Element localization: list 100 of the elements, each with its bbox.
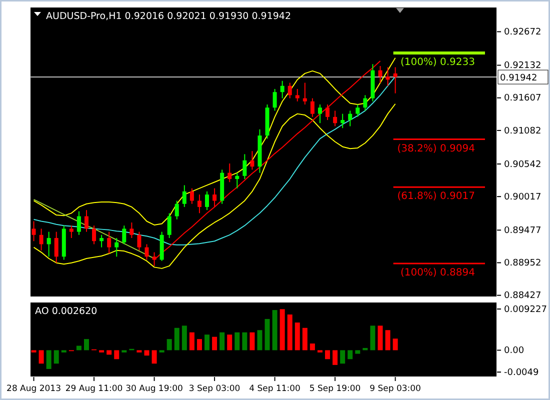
bar	[370, 326, 376, 350]
candlestick	[363, 94, 368, 112]
candlestick	[393, 66, 398, 94]
bar	[348, 350, 353, 360]
bar	[212, 336, 218, 350]
candlestick	[100, 234, 104, 248]
candlestick	[76, 210, 81, 236]
bar	[340, 350, 346, 364]
candlestick	[54, 231, 58, 264]
bar	[38, 350, 44, 364]
x-tick-label: 30 Aug 19:00	[126, 384, 183, 394]
y-tick-label: 0.88427	[504, 291, 542, 302]
bar	[257, 330, 262, 350]
bar	[54, 350, 59, 364]
ref-line-label: (100%) 0.8894	[400, 267, 475, 278]
bar	[106, 350, 112, 355]
y-tick-label: 0.009227	[504, 304, 547, 315]
bar	[227, 334, 232, 350]
bar	[272, 310, 278, 350]
bar	[250, 332, 255, 350]
candlestick	[235, 172, 240, 189]
candlestick	[295, 88, 300, 102]
candlestick	[174, 200, 179, 220]
y-tick-label: 0.89477	[504, 226, 542, 236]
y-tick-label: 0.92132	[504, 61, 542, 72]
bar	[220, 332, 225, 350]
x-tick-label: 28 Aug 2013	[6, 384, 61, 394]
ref-line-label: (61.8%) 0.9017	[397, 191, 475, 202]
ref-line-label: (38.2%) 0.9094	[397, 143, 475, 154]
bar	[76, 346, 82, 350]
candlestick	[114, 238, 119, 258]
bar	[325, 350, 330, 360]
bar	[166, 339, 172, 350]
candlestick	[130, 222, 134, 239]
candlestick	[197, 194, 202, 214]
candlestick	[326, 104, 330, 121]
candlestick	[190, 188, 194, 204]
candlestick	[122, 225, 126, 245]
bar	[144, 350, 150, 356]
candlestick	[333, 110, 338, 127]
y-tick-label: 0.92672	[504, 28, 542, 38]
bar	[174, 328, 180, 350]
y-tick-label: 0.91607	[504, 94, 542, 104]
x-tick-label: 9 Sep 03:00	[370, 384, 421, 394]
bar	[378, 326, 383, 350]
x-tick-label: 3 Sep 03:00	[188, 384, 240, 394]
candlestick	[182, 184, 186, 208]
candlestick	[69, 225, 74, 239]
candlestick	[318, 104, 322, 124]
bar	[204, 334, 210, 350]
bar	[302, 328, 308, 350]
candlestick	[356, 104, 360, 118]
candlestick	[137, 231, 142, 251]
candlestick	[84, 210, 88, 232]
ref-line-label: (100%) 0.9233	[400, 56, 475, 68]
candlestick	[288, 82, 292, 99]
candlestick	[386, 66, 390, 86]
candlestick	[348, 110, 352, 127]
bar	[242, 332, 248, 350]
candlestick	[302, 82, 307, 105]
bar	[310, 344, 315, 350]
y-tick-label: -0.0049	[504, 368, 540, 378]
bar	[114, 350, 120, 360]
candlestick	[212, 188, 217, 208]
line-series	[33, 199, 155, 259]
x-tick-label: 4 Sep 11:00	[249, 384, 300, 394]
bar	[385, 330, 390, 350]
candlestick	[92, 225, 96, 245]
candlestick	[310, 98, 314, 118]
candlestick	[205, 190, 210, 211]
bar	[355, 350, 360, 354]
ref-line-label: 0.91942	[500, 74, 538, 84]
line-series	[154, 60, 381, 260]
bar	[392, 338, 398, 350]
candlestick	[228, 162, 232, 183]
y-tick-label: 0.90542	[504, 160, 542, 170]
candlestick	[144, 244, 149, 260]
candlestick	[340, 113, 345, 129]
candlestick	[107, 231, 112, 254]
candlestick	[280, 80, 284, 99]
bar	[280, 309, 285, 350]
bar	[234, 332, 240, 350]
y-tick-label: 0.90017	[504, 192, 542, 202]
y-tick-label: 0.91082	[504, 126, 542, 136]
bar	[332, 350, 338, 365]
candlestick	[46, 231, 51, 258]
candlestick	[250, 150, 254, 170]
y-tick-label: 0.88952	[504, 258, 542, 269]
line-series	[33, 103, 396, 269]
text: AUDUSD-Pro,H1 0.92016 0.92021 0.91930 0.91942	[46, 11, 291, 22]
bar	[46, 350, 52, 369]
candlestick	[32, 220, 36, 242]
bar	[152, 350, 157, 364]
bar	[84, 339, 89, 350]
bar	[287, 314, 292, 350]
candlestick	[242, 154, 247, 180]
text: AO 0.002620	[35, 306, 98, 317]
candlestick	[272, 88, 277, 112]
candlestick	[39, 228, 44, 251]
bar	[264, 318, 270, 350]
